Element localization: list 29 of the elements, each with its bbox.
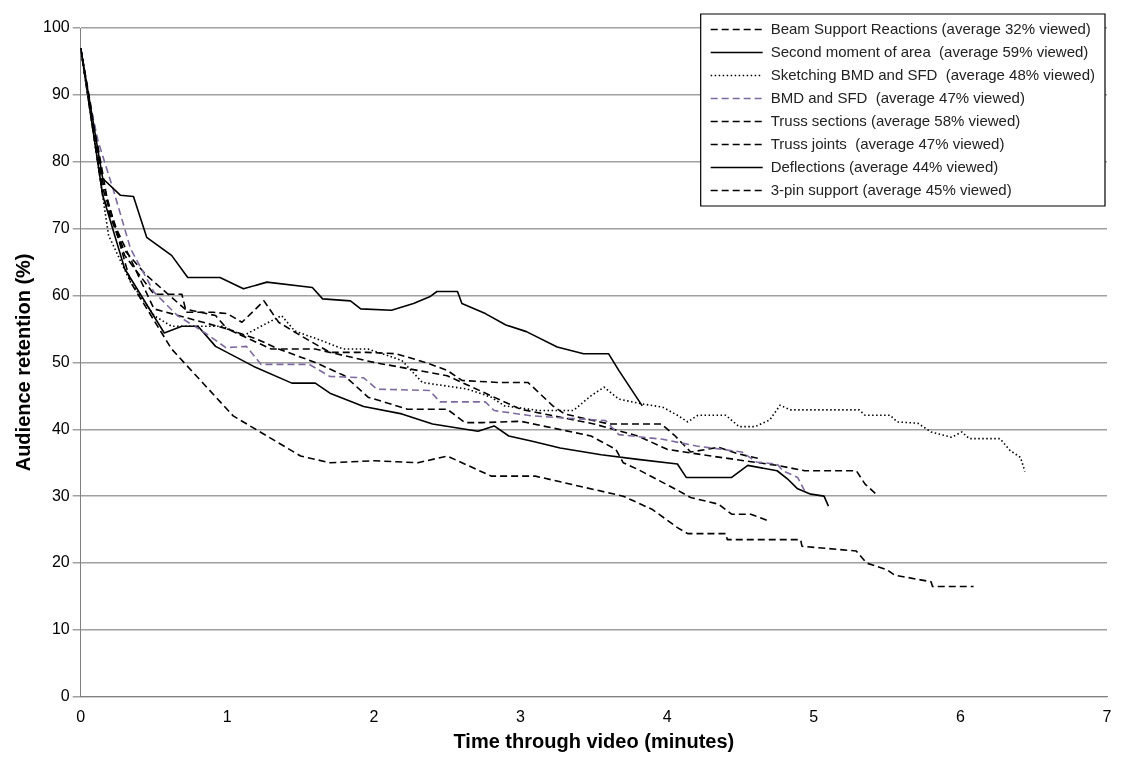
legend-label: Truss sections (average 58% viewed) <box>770 111 1021 129</box>
x-tick-label: 5 <box>809 707 819 725</box>
legend-label: Beam Support Reactions (average 32% viewed) <box>770 19 1091 37</box>
x-tick-label: 0 <box>76 707 86 725</box>
y-tick-label: 80 <box>51 152 70 170</box>
y-tick-label: 0 <box>60 687 70 705</box>
y-tick-label: 50 <box>51 352 70 370</box>
y-tick-label: 20 <box>51 553 70 571</box>
x-tick-label: 1 <box>222 707 232 725</box>
legend-label: Deflections (average 44% viewed) <box>770 157 999 175</box>
y-tick-label: 90 <box>51 85 70 103</box>
y-tick-label: 100 <box>42 18 70 36</box>
y-tick-label: 10 <box>51 620 70 638</box>
x-axis-title: Time through video (minutes) <box>453 729 735 752</box>
x-tick-label: 4 <box>662 707 672 725</box>
legend-label: Second moment of area (average 59% viewed) <box>770 42 1089 60</box>
x-tick-label: 2 <box>369 707 379 725</box>
y-tick-label: 30 <box>51 486 70 504</box>
y-axis-title: Audience retention (%) <box>11 253 34 472</box>
x-tick-label: 6 <box>955 707 965 725</box>
legend-label: Truss joints (average 47% viewed) <box>770 134 1005 152</box>
x-tick-label: 7 <box>1102 707 1112 725</box>
y-tick-label: 40 <box>51 419 70 437</box>
legend-label: BMD and SFD (average 47% viewed) <box>770 88 1025 106</box>
legend-label: Sketching BMD and SFD (average 48% viewed) <box>770 65 1096 83</box>
x-tick-label: 3 <box>516 707 526 725</box>
y-tick-label: 60 <box>51 285 70 303</box>
legend-label: 3-pin support (average 45% viewed) <box>770 180 1012 198</box>
y-tick-label: 70 <box>51 219 70 237</box>
